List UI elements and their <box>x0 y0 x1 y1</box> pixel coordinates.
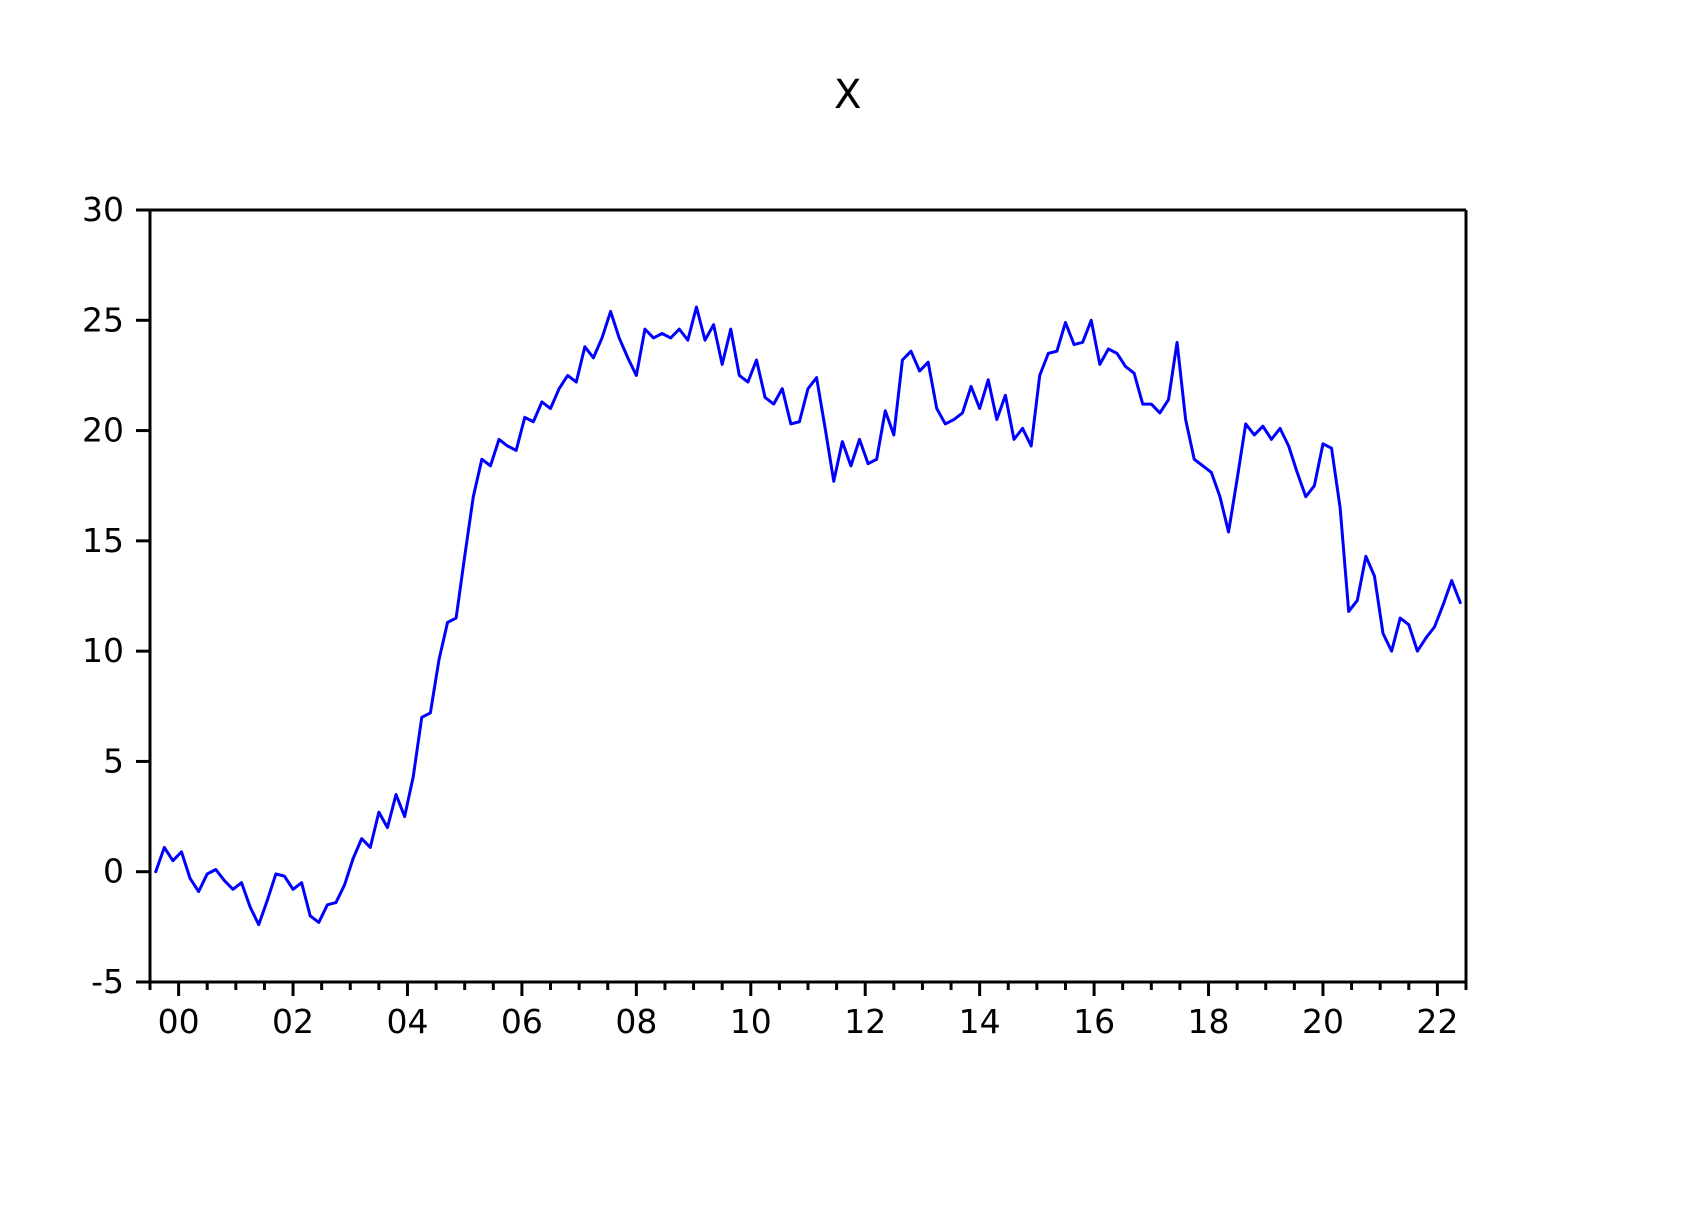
x-tick-label: 06 <box>501 1002 543 1041</box>
x-tick-label: 18 <box>1188 1002 1230 1041</box>
x-tick-label: 08 <box>615 1002 657 1041</box>
chart-title: X <box>834 72 862 118</box>
y-tick-label: -5 <box>91 962 124 1001</box>
y-tick-label: 10 <box>82 631 124 670</box>
x-tick-label: 12 <box>844 1002 886 1041</box>
y-tick-label: 30 <box>82 190 124 229</box>
x-tick-label: 22 <box>1416 1002 1458 1041</box>
x-tick-label: 04 <box>386 1002 428 1041</box>
data-line <box>154 305 1462 927</box>
axis-spines <box>148 208 1468 984</box>
x-tick-label: 14 <box>959 1002 1001 1041</box>
x-tick-label: 16 <box>1073 1002 1115 1041</box>
x-tick-label: 10 <box>730 1002 772 1041</box>
x-tick-label: 00 <box>158 1002 200 1041</box>
y-tick-label: 0 <box>103 852 124 891</box>
data-series-group <box>154 305 1462 927</box>
y-tick-label: 5 <box>103 741 124 780</box>
x-axis: 00 02 04 06 08 10 12 14 16 18 20 22 <box>148 982 1468 1041</box>
y-tick-label: 15 <box>82 521 124 560</box>
y-tick-label: 20 <box>82 411 124 450</box>
x-tick-label: 20 <box>1302 1002 1344 1041</box>
y-axis: -5 0 5 10 15 20 25 30 <box>82 190 150 1001</box>
x-tick-label: 02 <box>272 1002 314 1041</box>
y-tick-label: 25 <box>82 300 124 339</box>
